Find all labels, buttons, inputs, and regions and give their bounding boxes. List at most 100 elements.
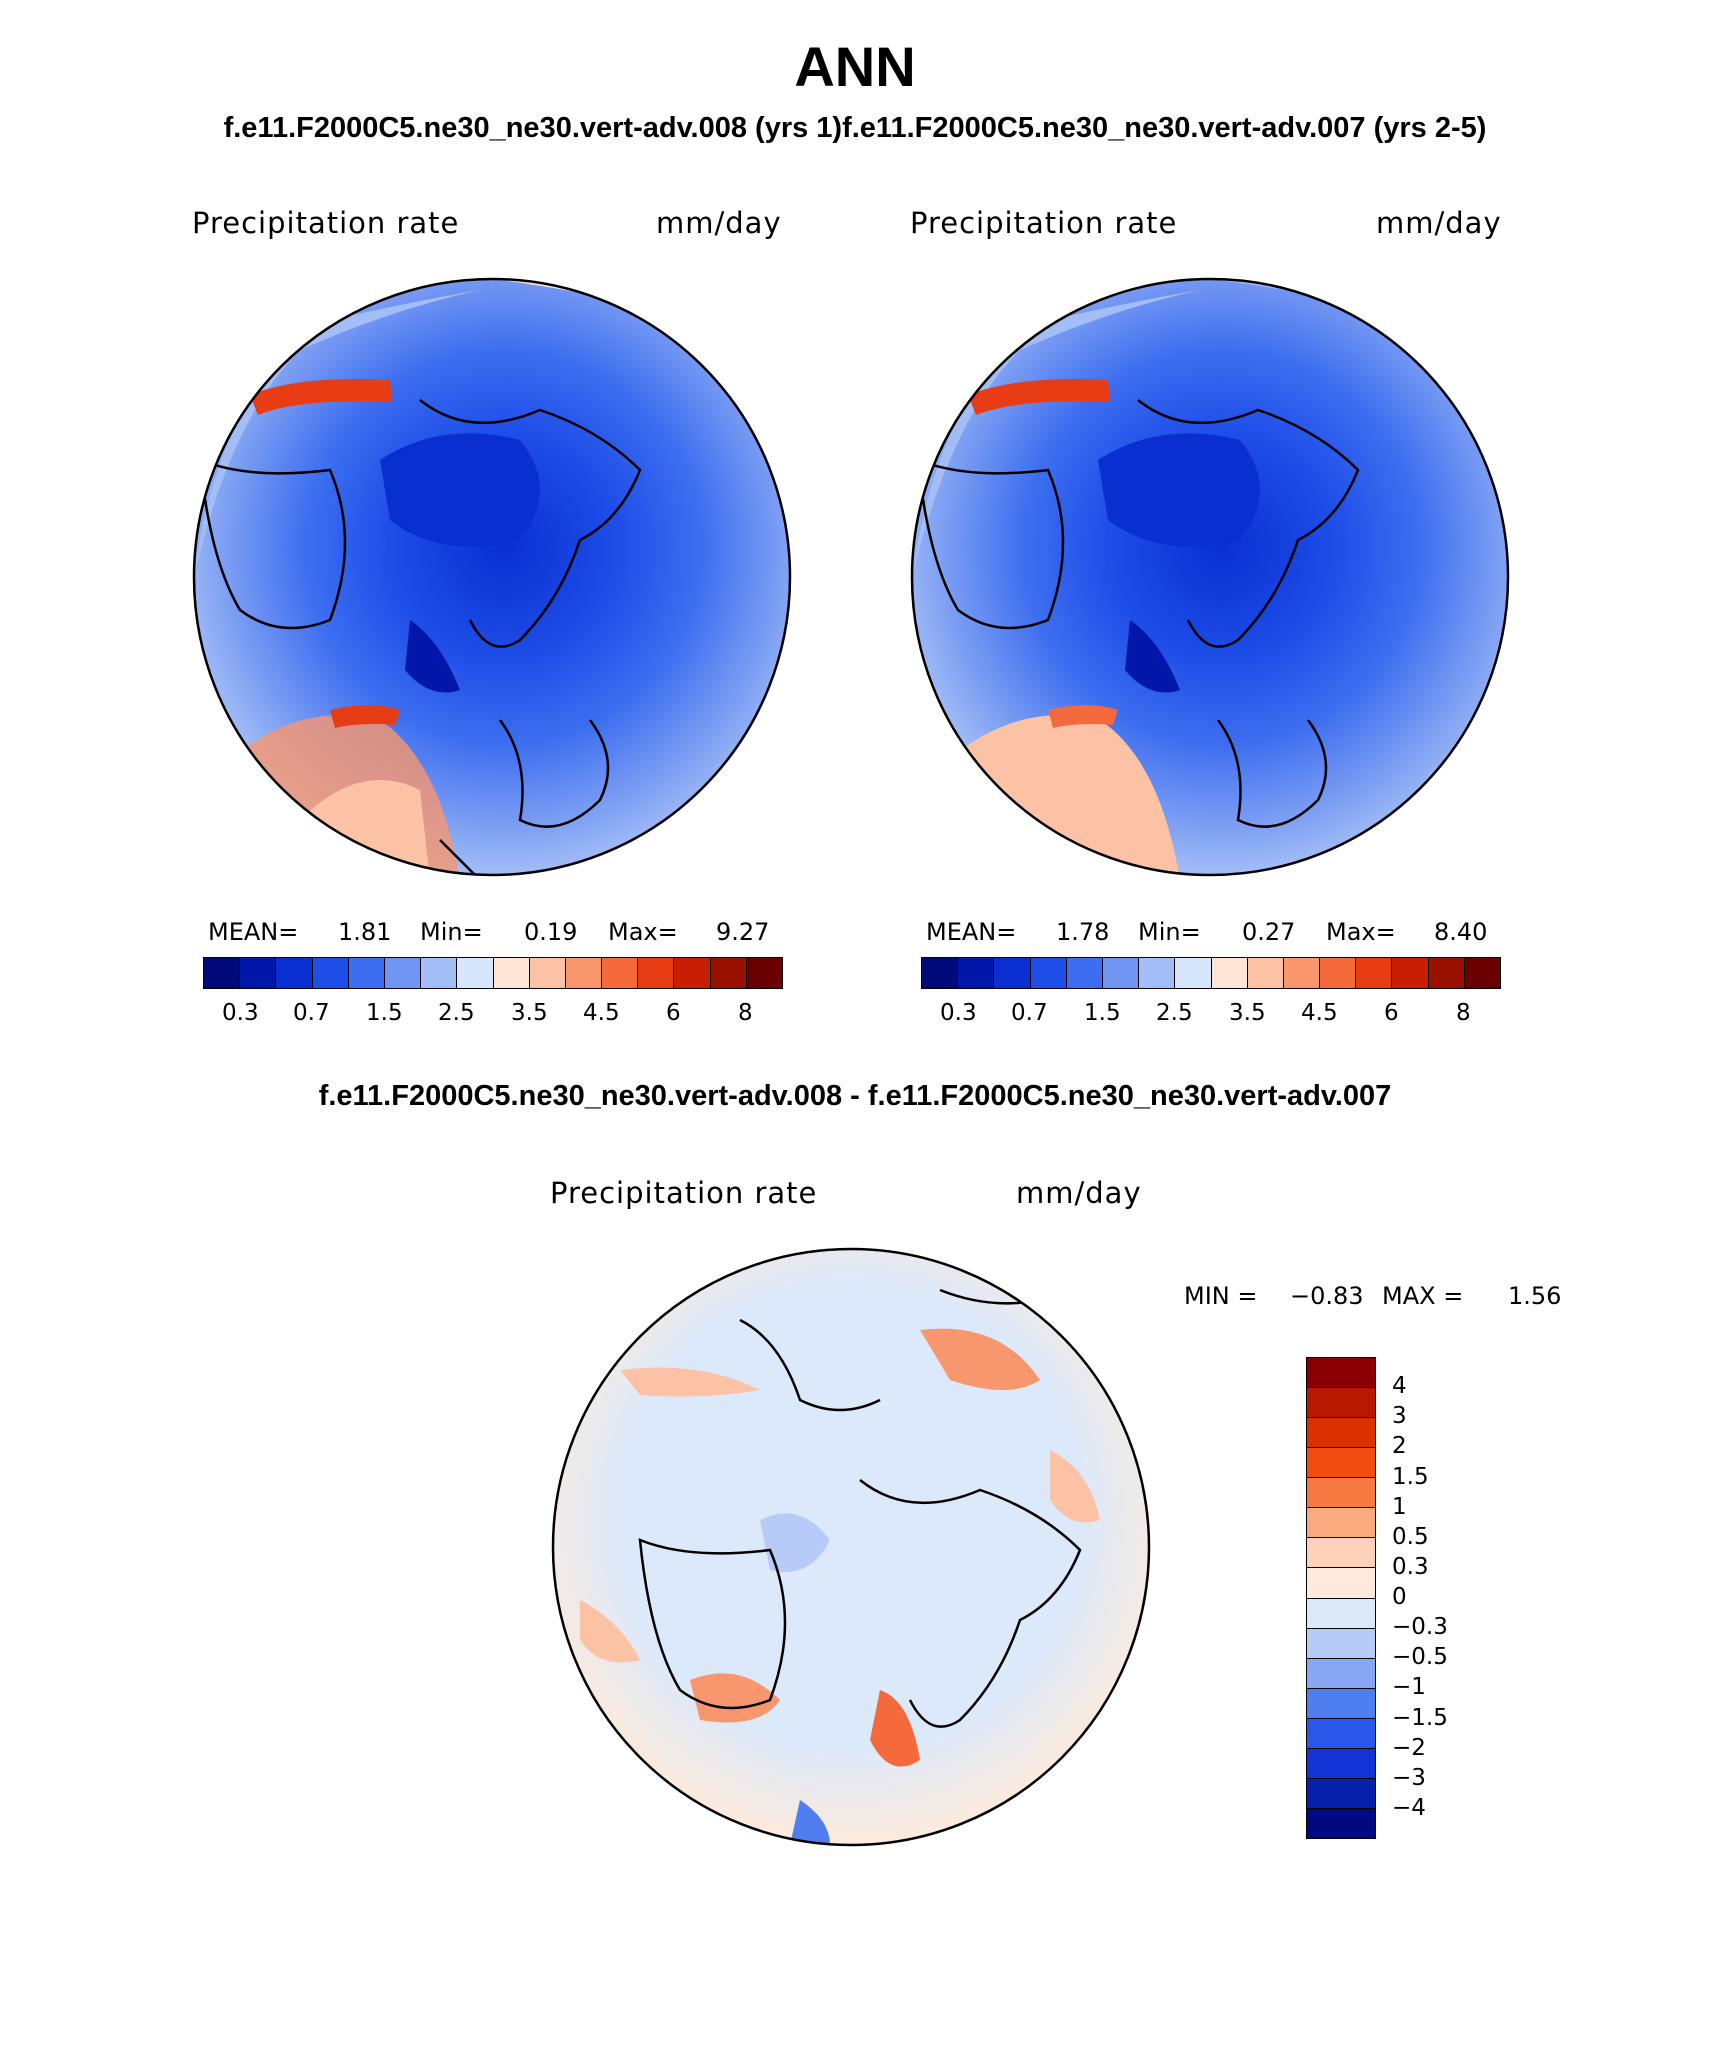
panel1-mean-value: 1.81 <box>338 918 392 946</box>
colorbar-swatch <box>1247 958 1284 988</box>
panel1-colorbar-tick: 0.3 <box>222 1000 259 1026</box>
colorbar-swatch <box>565 958 603 988</box>
diff-min-value: −0.83 <box>1290 1282 1364 1310</box>
panel1-max-label: Max= <box>608 918 678 946</box>
panel2-colorbar-tick: 2.5 <box>1156 1000 1193 1026</box>
colorbar-swatch <box>638 958 675 988</box>
diff-max-label: MAX = <box>1382 1282 1464 1310</box>
diff-colorbar-swatch <box>1307 1568 1375 1599</box>
diff-colorbar-swatch <box>1307 1748 1375 1779</box>
panel1-colorbar-tick: 0.7 <box>293 1000 330 1026</box>
panel2-colorbar-tick: 6 <box>1384 1000 1399 1026</box>
diff-colorbar-tick: 3 <box>1392 1403 1407 1430</box>
diff-colorbar-swatch <box>1307 1418 1375 1449</box>
colorbar-swatch <box>746 958 782 988</box>
diff-colorbar-tick: −1.5 <box>1392 1704 1448 1731</box>
colorbar-swatch <box>1428 958 1465 988</box>
panel1-variable-label: Precipitation rate <box>192 206 460 240</box>
panel1-colorbar-tick: 8 <box>738 1000 753 1026</box>
colorbar-swatch <box>710 958 747 988</box>
diff-colorbar <box>1306 1357 1376 1839</box>
diff-colorbar-tick: −0.5 <box>1392 1644 1448 1671</box>
colorbar-swatch <box>1211 958 1248 988</box>
diff-map-boundary <box>551 1247 1151 1847</box>
colorbar-swatch <box>1066 958 1103 988</box>
panel2-colorbar-tick: 3.5 <box>1229 1000 1266 1026</box>
diff-colorbar-tick: 4 <box>1392 1373 1407 1400</box>
difference-title: f.e11.F2000C5.ne30_ne30.vert-adv.008 - f… <box>318 1080 1392 1112</box>
diff-units-label: mm/day <box>1016 1176 1142 1210</box>
diff-colorbar-swatch <box>1307 1718 1375 1749</box>
panel2-mean-label: MEAN= <box>926 918 1017 946</box>
diff-colorbar-tick: −1 <box>1392 1674 1426 1701</box>
diff-colorbar-swatch <box>1307 1688 1375 1719</box>
colorbar-swatch <box>1356 958 1393 988</box>
diff-max-value: 1.56 <box>1508 1282 1562 1310</box>
colorbar-swatch <box>602 958 639 988</box>
panel1-min-value: 0.19 <box>524 918 578 946</box>
map1-boundary <box>192 277 792 877</box>
colorbar-swatch <box>1392 958 1429 988</box>
panel1-units-label: mm/day <box>656 206 782 240</box>
diff-colorbar-swatch <box>1307 1448 1375 1479</box>
colorbar-swatch <box>384 958 422 988</box>
panel1-min-label: Min= <box>420 918 483 946</box>
diff-colorbar-swatch <box>1307 1778 1375 1809</box>
panel1-colorbar-tick: 6 <box>666 1000 681 1026</box>
colorbar-swatch <box>1320 958 1357 988</box>
panel2-colorbar-tick: 1.5 <box>1084 1000 1121 1026</box>
colorbar-swatch <box>1175 958 1212 988</box>
panel2-min-label: Min= <box>1138 918 1201 946</box>
diff-colorbar-swatch <box>1307 1538 1375 1569</box>
diff-colorbar-tick: −2 <box>1392 1734 1426 1761</box>
diff-colorbar-tick: 1 <box>1392 1493 1407 1520</box>
diff-colorbar-tick: −0.3 <box>1392 1614 1448 1641</box>
diff-min-label: MIN = <box>1184 1282 1258 1310</box>
diff-colorbar-tick: −3 <box>1392 1764 1426 1791</box>
panel1-mean-label: MEAN= <box>208 918 299 946</box>
colorbar-swatch <box>994 958 1031 988</box>
colorbar-swatch <box>457 958 494 988</box>
diff-colorbar-swatch <box>1307 1388 1375 1419</box>
colorbar-swatch <box>922 958 959 988</box>
panel2-colorbar-tick: 0.3 <box>940 1000 977 1026</box>
map2-boundary <box>910 277 1510 877</box>
case-title: f.e11.F2000C5.ne30_ne30.vert-adv.008 (yr… <box>223 112 1487 144</box>
colorbar-swatch <box>312 958 349 988</box>
diff-colorbar-swatch <box>1307 1508 1375 1539</box>
panel2-units-label: mm/day <box>1376 206 1502 240</box>
diff-colorbar-tick: 0 <box>1392 1584 1407 1610</box>
diff-polar-plot <box>553 1249 1149 1845</box>
panel2-variable-label: Precipitation rate <box>910 206 1178 240</box>
diff-colorbar-swatch <box>1307 1658 1375 1689</box>
page-title: ANN <box>794 35 916 98</box>
diff-colorbar-tick: −4 <box>1392 1794 1426 1821</box>
colorbar-swatch <box>1283 958 1321 988</box>
panel1-colorbar-tick: 4.5 <box>583 1000 620 1026</box>
panel2-colorbar <box>921 957 1501 989</box>
colorbar-swatch <box>240 958 277 988</box>
panel2-max-value: 8.40 <box>1434 918 1488 946</box>
diff-colorbar-swatch <box>1307 1478 1375 1509</box>
diff-colorbar-swatch <box>1307 1808 1375 1838</box>
diff-colorbar-tick: 2 <box>1392 1433 1407 1460</box>
panel2-mean-value: 1.78 <box>1056 918 1110 946</box>
colorbar-swatch <box>674 958 711 988</box>
colorbar-swatch <box>958 958 995 988</box>
colorbar-swatch <box>1139 958 1176 988</box>
diff-colorbar-swatch <box>1307 1598 1375 1629</box>
panel2-min-value: 0.27 <box>1242 918 1296 946</box>
colorbar-swatch <box>529 958 566 988</box>
panel1-colorbar-tick: 3.5 <box>511 1000 548 1026</box>
colorbar-swatch <box>204 958 241 988</box>
diff-colorbar-tick: 0.3 <box>1392 1553 1429 1580</box>
panel1-colorbar-tick: 2.5 <box>438 1000 475 1026</box>
map1-polar-plot <box>194 279 790 875</box>
diff-colorbar-tick: 1.5 <box>1392 1463 1429 1490</box>
diff-variable-label: Precipitation rate <box>550 1176 818 1210</box>
colorbar-swatch <box>1102 958 1140 988</box>
diff-colorbar-tick: 0.5 <box>1392 1523 1429 1550</box>
panel2-colorbar-tick: 8 <box>1456 1000 1471 1026</box>
map2-polar-plot <box>912 279 1508 875</box>
